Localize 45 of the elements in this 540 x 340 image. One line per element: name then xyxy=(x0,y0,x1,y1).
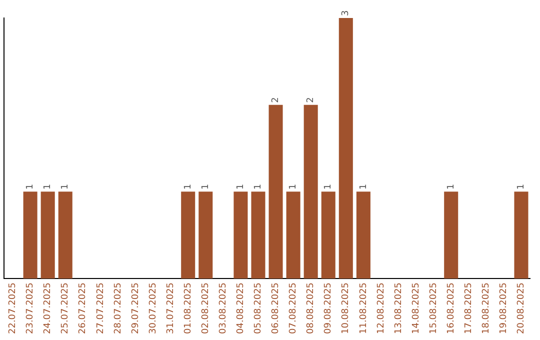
x-tick-label: 27.07.2025 xyxy=(96,282,106,334)
data-label: 1 xyxy=(60,184,71,190)
data-label: 1 xyxy=(254,184,264,190)
x-tick-label: 04.08.2025 xyxy=(236,282,246,334)
x-tick-label: 16.08.2025 xyxy=(446,282,456,334)
x-tick-label: 18.08.2025 xyxy=(482,282,492,334)
x-tick-label: 10.08.2025 xyxy=(341,282,352,334)
x-tick-label: 09.08.2025 xyxy=(324,282,334,334)
x-tick-label: 23.07.2025 xyxy=(26,282,36,334)
x-tick-label: 14.08.2025 xyxy=(411,282,422,334)
x-tick-label: 22.07.2025 xyxy=(8,282,18,334)
x-tick-label: 12.08.2025 xyxy=(376,282,386,334)
data-label: 1 xyxy=(183,184,194,190)
x-tick-label: 13.08.2025 xyxy=(394,282,404,334)
x-tick-label: 20.08.2025 xyxy=(516,282,527,334)
x-tick-label: 06.08.2025 xyxy=(271,282,282,334)
x-tick-label: 11.08.2025 xyxy=(358,282,369,334)
x-tick-label: 29.07.2025 xyxy=(130,282,141,334)
data-label: 1 xyxy=(26,184,36,190)
x-tick-label: 25.07.2025 xyxy=(60,282,71,334)
x-tick-label: 24.07.2025 xyxy=(43,282,54,334)
data-label: 1 xyxy=(236,184,246,190)
data-label: 1 xyxy=(516,184,527,190)
x-tick-label: 31.07.2025 xyxy=(166,282,176,334)
data-label: 1 xyxy=(324,184,334,190)
data-label: 1 xyxy=(358,184,369,190)
x-tick-label: 01.08.2025 xyxy=(183,282,194,334)
data-label: 1 xyxy=(43,184,54,190)
x-tick-label: 05.08.2025 xyxy=(254,282,264,334)
x-tick-label: 03.08.2025 xyxy=(218,282,229,334)
x-tick-label: 08.08.2025 xyxy=(306,282,316,334)
data-label: 2 xyxy=(271,97,282,103)
x-tick-label: 02.08.2025 xyxy=(200,282,211,334)
x-tick-label: 28.07.2025 xyxy=(113,282,124,334)
x-tick-label: 07.08.2025 xyxy=(288,282,299,334)
x-tick-label: 26.07.2025 xyxy=(78,282,88,334)
data-label: 1 xyxy=(288,184,299,190)
x-tick-label: 17.08.2025 xyxy=(464,282,474,334)
x-tick-label: 15.08.2025 xyxy=(428,282,439,334)
data-label: 2 xyxy=(306,97,316,103)
data-label: 3 xyxy=(341,10,352,16)
x-tick-label: 19.08.2025 xyxy=(499,282,510,334)
data-label: 1 xyxy=(200,184,211,190)
data-label: 1 xyxy=(446,184,456,190)
x-tick-label: 30.07.2025 xyxy=(148,282,158,334)
